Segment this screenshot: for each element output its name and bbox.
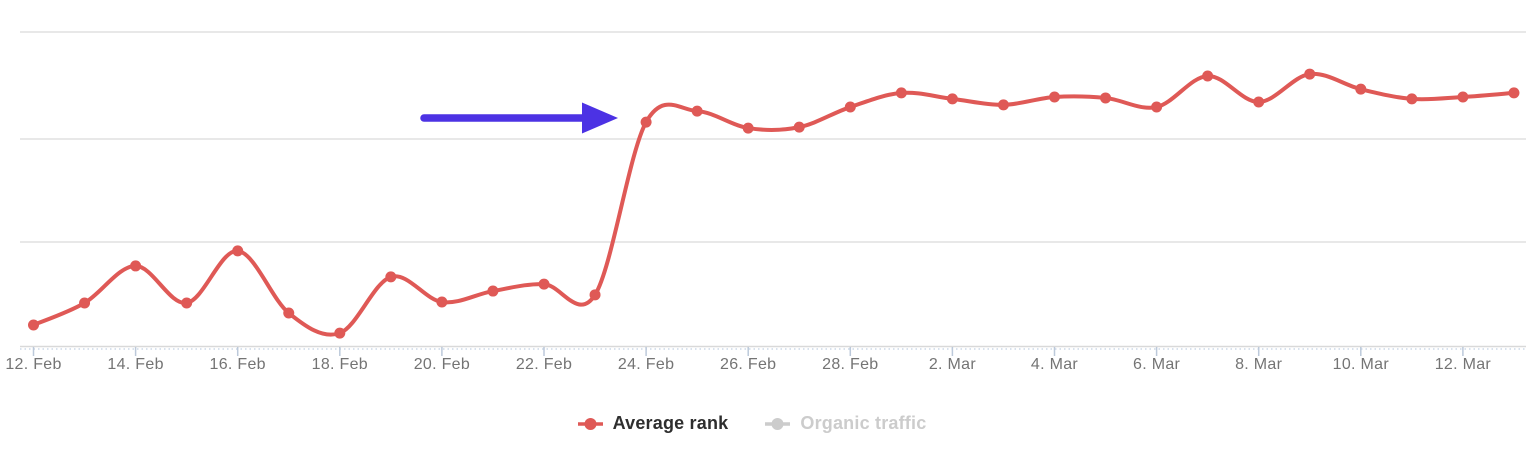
- data-point[interactable]: [1151, 101, 1163, 113]
- data-point[interactable]: [232, 245, 244, 257]
- data-point[interactable]: [997, 99, 1009, 111]
- data-point[interactable]: [589, 289, 601, 301]
- data-point[interactable]: [1304, 68, 1316, 80]
- data-point[interactable]: [334, 327, 346, 339]
- average-rank-line: [31, 71, 1516, 337]
- data-point[interactable]: [487, 285, 499, 297]
- data-point[interactable]: [1406, 93, 1418, 105]
- data-point[interactable]: [538, 278, 550, 290]
- data-point[interactable]: [1100, 92, 1112, 104]
- chart-legend: Average rank Organic traffic: [0, 413, 1529, 434]
- chart-canvas: [20, 31, 1526, 356]
- data-point[interactable]: [1508, 87, 1520, 99]
- data-point[interactable]: [28, 319, 39, 331]
- data-point[interactable]: [691, 105, 703, 117]
- data-point[interactable]: [1457, 91, 1469, 103]
- data-point[interactable]: [640, 116, 652, 128]
- data-point[interactable]: [1049, 91, 1060, 103]
- legend-label-organic-traffic: Organic traffic: [800, 413, 927, 433]
- organic-traffic-series-marker-icon: [765, 417, 791, 430]
- data-point[interactable]: [436, 296, 448, 308]
- data-point[interactable]: [385, 271, 397, 283]
- data-point[interactable]: [742, 122, 754, 134]
- data-point[interactable]: [181, 297, 193, 309]
- data-point[interactable]: [1355, 83, 1367, 95]
- annotation-arrow-head-icon: [582, 102, 618, 134]
- data-point[interactable]: [895, 87, 907, 99]
- average-rank-series-marker-icon: [577, 417, 603, 430]
- data-point[interactable]: [130, 260, 142, 272]
- legend-item-organic-traffic[interactable]: Organic traffic: [764, 413, 926, 434]
- legend-item-average-rank[interactable]: Average rank: [577, 413, 729, 434]
- data-point[interactable]: [793, 121, 805, 133]
- data-point[interactable]: [1202, 70, 1214, 82]
- data-point[interactable]: [1253, 96, 1265, 108]
- data-point[interactable]: [844, 101, 856, 113]
- legend-label-average-rank: Average rank: [612, 413, 729, 433]
- data-point[interactable]: [946, 93, 958, 105]
- data-point[interactable]: [79, 297, 91, 309]
- data-point[interactable]: [283, 307, 295, 319]
